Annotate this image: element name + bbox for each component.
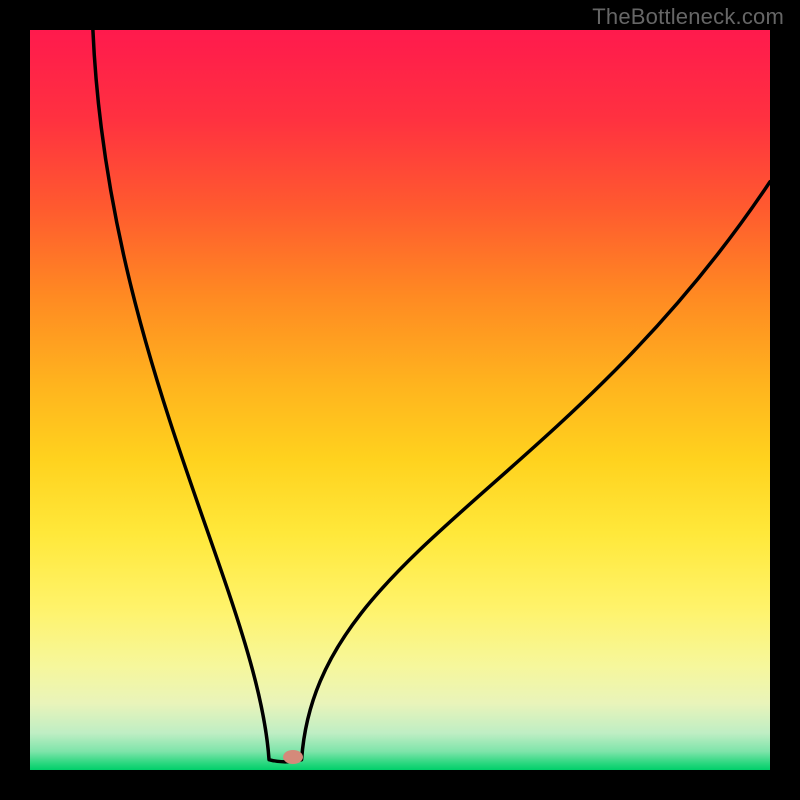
plot-area [30, 30, 770, 770]
bottleneck-curve [30, 30, 770, 770]
optimum-marker [283, 750, 303, 764]
curve-path [93, 30, 770, 762]
watermark-text: TheBottleneck.com [592, 4, 784, 30]
